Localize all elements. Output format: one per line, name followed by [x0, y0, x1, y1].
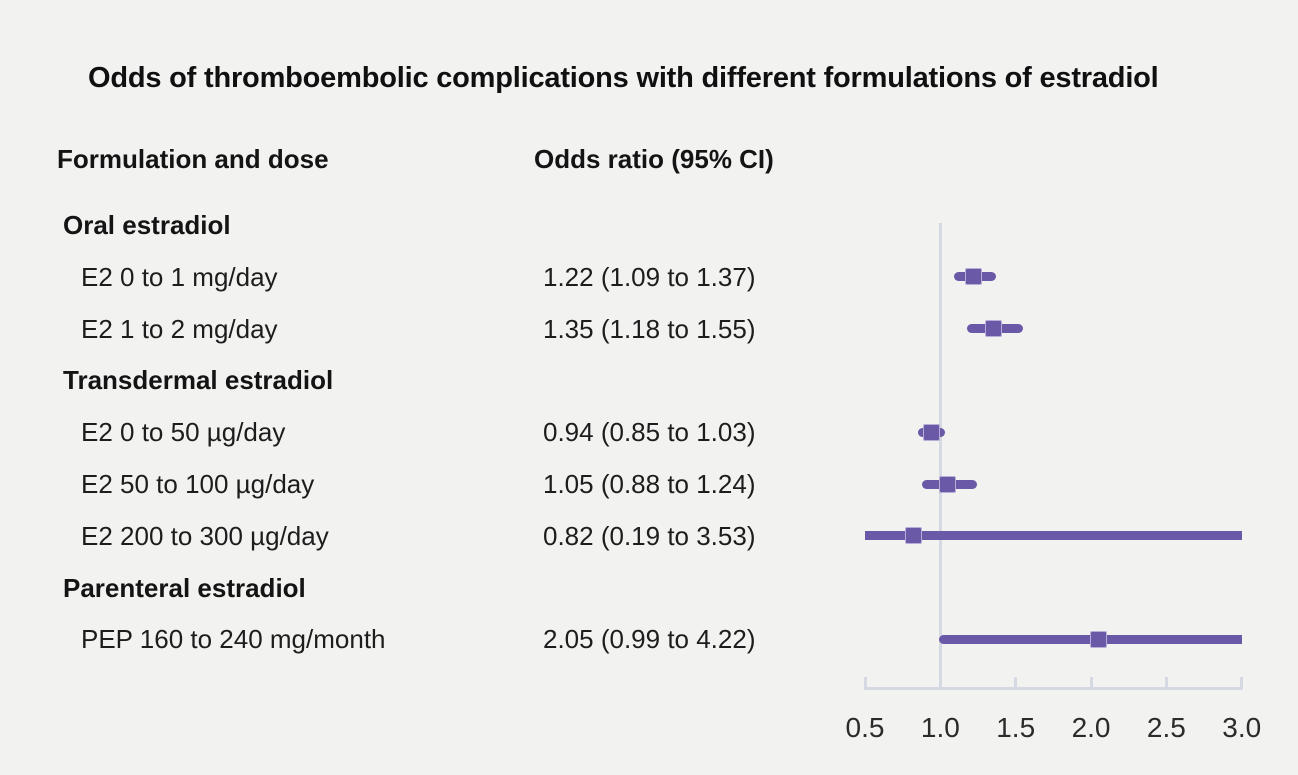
row-or-value: 1.05 (0.88 to 1.24): [543, 469, 756, 499]
x-axis-tick-label: 3.0: [1222, 712, 1262, 743]
row-label: E2 0 to 1 mg/day: [81, 261, 278, 292]
row-or-value: 1.35 (1.18 to 1.55): [543, 313, 756, 344]
x-axis-tick: [1014, 677, 1018, 687]
row-label: E2 1 to 2 mg/day: [81, 313, 278, 344]
column-header-formulation: Formulation and dose: [57, 144, 329, 174]
point-marker: [965, 268, 982, 286]
x-axis-tick: [1089, 677, 1093, 687]
x-axis-tick-label: 2.0: [1071, 712, 1111, 743]
point-marker: [904, 527, 922, 545]
column-header-odds-ratio: Odds ratio (95% CI): [534, 144, 774, 174]
x-axis-line: [863, 687, 1244, 690]
ci-line: [865, 531, 1242, 541]
x-axis-tick: [1164, 677, 1168, 687]
row-or-value: 0.94 (0.85 to 1.03): [543, 417, 756, 448]
group-label: Parenteral estradiol: [63, 572, 306, 603]
point-marker: [922, 423, 940, 441]
row-label: PEP 160 to 240 mg/month: [81, 624, 386, 655]
row-or-value: 1.22 (1.09 to 1.37): [543, 261, 756, 292]
x-axis-tick: [863, 677, 867, 687]
row-label: E2 200 to 300 µg/day: [81, 520, 329, 551]
reference-line: [938, 223, 942, 690]
group-label: Transdermal estradiol: [63, 365, 334, 396]
point-marker: [939, 475, 957, 493]
point-marker: [984, 320, 1002, 338]
x-axis-tick-label: 2.5: [1146, 712, 1186, 743]
row-label: E2 50 to 100 µg/day: [81, 469, 315, 499]
group-label: Oral estradiol: [63, 210, 231, 240]
row-label: E2 0 to 50 µg/day: [81, 417, 286, 448]
row-or-value: 0.82 (0.19 to 3.53): [543, 520, 756, 551]
x-axis-tick-label: 1.5: [996, 712, 1036, 743]
point-marker: [1090, 630, 1108, 648]
x-axis-tick-label: 0.5: [845, 712, 885, 743]
x-axis-tick: [1240, 677, 1244, 687]
row-or-value: 2.05 (0.99 to 4.22): [543, 624, 756, 655]
x-axis-tick-label: 1.0: [920, 712, 960, 743]
figure-title: Odds of thromboembolic complications wit…: [88, 62, 1159, 94]
